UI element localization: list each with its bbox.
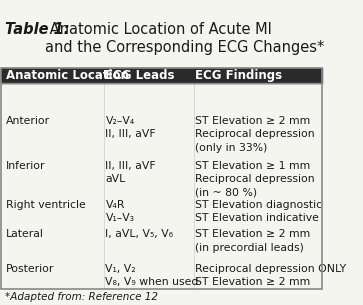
Text: Right ventricle: Right ventricle [6, 199, 86, 210]
Text: Lateral: Lateral [6, 229, 44, 239]
Text: I, aVL, V₅, V₆: I, aVL, V₅, V₆ [106, 229, 174, 239]
Bar [1, 68, 322, 83]
Text: ECG Findings: ECG Findings [195, 70, 282, 82]
Text: Anterior: Anterior [6, 116, 50, 126]
Text: ST Elevation ≥ 2 mm
Reciprocal depression
(only in 33%): ST Elevation ≥ 2 mm Reciprocal depressio… [195, 116, 315, 152]
Text: Reciprocal depression ONLY
ST Elevation ≥ 2 mm: Reciprocal depression ONLY ST Elevation … [195, 264, 346, 287]
Text: ECG Leads: ECG Leads [106, 70, 175, 82]
Text: *Adapted from: Reference 12: *Adapted from: Reference 12 [5, 292, 158, 302]
Text: Inferior: Inferior [6, 161, 46, 171]
Text: II, III, aVF
aVL: II, III, aVF aVL [106, 161, 156, 184]
Text: ST Elevation diagnostic
ST Elevation indicative: ST Elevation diagnostic ST Elevation ind… [195, 199, 322, 223]
Text: Table 1:: Table 1: [5, 22, 69, 37]
Text: Anatomic Location: Anatomic Location [6, 70, 129, 82]
Text: V₁, V₂
V₈, V₉ when used: V₁, V₂ V₈, V₉ when used [106, 264, 199, 287]
Text: V₄R
V₁–V₃: V₄R V₁–V₃ [106, 199, 134, 223]
Text: ST Elevation ≥ 2 mm
(in precordial leads): ST Elevation ≥ 2 mm (in precordial leads… [195, 229, 310, 253]
Text: Posterior: Posterior [6, 264, 54, 274]
Text: Anatomic Location of Acute MI
and the Corresponding ECG Changes*: Anatomic Location of Acute MI and the Co… [45, 22, 324, 55]
Text: V₂–V₄
II, III, aVF: V₂–V₄ II, III, aVF [106, 116, 156, 139]
Bar [1, 68, 322, 289]
Text: ST Elevation ≥ 1 mm
Reciprocal depression
(in ~ 80 %): ST Elevation ≥ 1 mm Reciprocal depressio… [195, 161, 315, 197]
